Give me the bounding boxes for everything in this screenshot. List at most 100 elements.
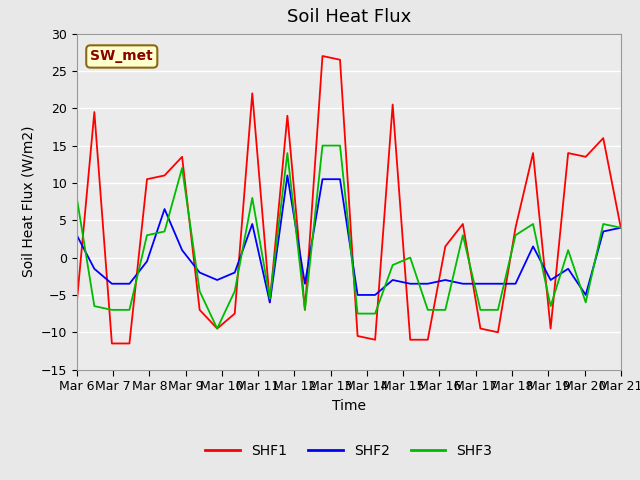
SHF2 [108,281,116,287]
SHF1 [371,337,379,343]
SHF3 [319,143,326,148]
SHF1 [477,325,484,331]
SHF3 [564,247,572,253]
SHF3 [354,311,362,316]
SHF1 [564,150,572,156]
SHF3 [108,307,116,313]
SHF3 [336,143,344,148]
SHF3 [196,288,204,294]
SHF2 [179,247,186,253]
Legend: SHF1, SHF2, SHF3: SHF1, SHF2, SHF3 [200,438,498,464]
Line: SHF3: SHF3 [77,145,621,328]
SHF2 [564,266,572,272]
SHF2 [284,173,291,179]
SHF2 [529,243,537,249]
SHF3 [406,255,414,261]
SHF2 [319,176,326,182]
SHF3 [231,288,239,294]
SHF1 [266,300,274,305]
SHF1 [547,325,554,331]
SHF1 [600,135,607,141]
SHF1 [442,243,449,249]
SHF3 [424,307,431,313]
SHF3 [371,311,379,316]
SHF3 [179,165,186,171]
SHF2 [336,176,344,182]
SHF3 [477,307,484,313]
SHF3 [389,262,397,268]
SHF3 [73,195,81,201]
SHF3 [213,325,221,331]
SHF2 [90,266,98,272]
SHF3 [266,296,274,301]
SHF3 [529,221,537,227]
SHF2 [161,206,168,212]
SHF1 [231,311,239,316]
Line: SHF2: SHF2 [77,176,621,302]
Line: SHF1: SHF1 [77,56,621,344]
SHF2 [354,292,362,298]
Y-axis label: Soil Heat Flux (W/m2): Soil Heat Flux (W/m2) [21,126,35,277]
SHF2 [442,277,449,283]
SHF2 [231,270,239,276]
SHF2 [213,277,221,283]
SHF1 [213,325,221,331]
SHF1 [389,102,397,108]
SHF3 [143,232,151,238]
SHF3 [494,307,502,313]
SHF1 [582,154,589,160]
SHF2 [125,281,133,287]
SHF3 [284,150,291,156]
SHF2 [73,232,81,238]
SHF1 [617,225,625,230]
SHF1 [179,154,186,160]
SHF3 [459,232,467,238]
SHF1 [319,53,326,59]
SHF1 [73,300,81,305]
SHF1 [354,333,362,339]
SHF2 [424,281,431,287]
SHF1 [336,57,344,62]
SHF1 [196,307,204,313]
SHF2 [617,225,625,230]
SHF2 [406,281,414,287]
SHF2 [582,292,589,298]
Title: Soil Heat Flux: Soil Heat Flux [287,9,411,26]
SHF1 [301,307,308,313]
SHF1 [90,109,98,115]
SHF1 [248,90,256,96]
SHF2 [301,281,308,287]
SHF2 [266,300,274,305]
SHF1 [143,176,151,182]
SHF3 [582,300,589,305]
SHF2 [196,270,204,276]
SHF2 [389,277,397,283]
SHF1 [529,150,537,156]
SHF3 [442,307,449,313]
SHF2 [459,281,467,287]
SHF3 [600,221,607,227]
SHF3 [125,307,133,313]
SHF1 [459,221,467,227]
SHF1 [511,225,519,230]
SHF1 [424,337,431,343]
SHF1 [406,337,414,343]
SHF3 [301,307,308,313]
X-axis label: Time: Time [332,398,366,413]
SHF1 [494,329,502,335]
SHF1 [161,173,168,179]
SHF2 [494,281,502,287]
SHF2 [371,292,379,298]
SHF1 [108,341,116,347]
SHF3 [511,232,519,238]
SHF1 [284,113,291,119]
SHF2 [143,258,151,264]
SHF3 [248,195,256,201]
SHF2 [511,281,519,287]
SHF2 [248,221,256,227]
SHF2 [547,277,554,283]
SHF3 [90,303,98,309]
SHF2 [477,281,484,287]
SHF2 [600,228,607,234]
SHF3 [617,225,625,230]
